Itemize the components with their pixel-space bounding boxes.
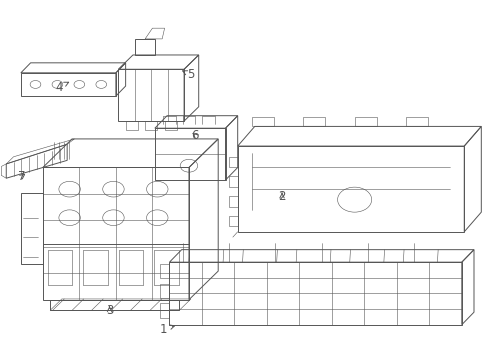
Text: 4: 4 [55, 81, 69, 94]
Text: 1: 1 [159, 323, 174, 336]
Text: 5: 5 [183, 68, 194, 81]
Text: 7: 7 [18, 170, 25, 183]
Text: 3: 3 [106, 304, 113, 317]
Text: 2: 2 [278, 190, 286, 203]
Text: 6: 6 [192, 129, 199, 142]
